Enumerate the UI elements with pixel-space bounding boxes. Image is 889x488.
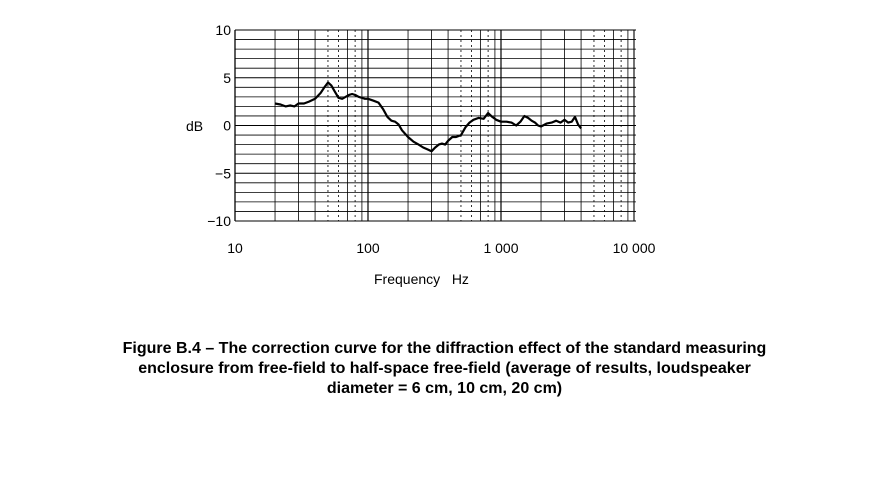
x-axis-label: Frequency Hz	[374, 271, 469, 287]
y-tick-label: −5	[215, 165, 231, 181]
caption-line-2: enclosure from free-field to half-space …	[138, 360, 751, 377]
figure-caption: Figure B.4 – The correction curve for th…	[20, 339, 869, 399]
y-tick-labels: 10 5 0 −5 −10	[207, 22, 231, 229]
x-tick-label: 1 000	[483, 240, 518, 256]
x-tick-label: 100	[356, 240, 380, 256]
y-tick-label: −10	[207, 213, 231, 229]
y-tick-label: 10	[215, 22, 231, 38]
correction-curve	[274, 81, 582, 153]
x-tick-labels: 10 100 1 000 10 000	[227, 240, 655, 256]
x-tick-label: 10	[227, 240, 243, 256]
caption-line-3: diameter = 6 cm, 10 cm, 20 cm)	[326, 380, 563, 397]
caption-line-1: Figure B.4 – The correction curve for th…	[122, 340, 767, 357]
y-axis-label: dB	[186, 118, 203, 134]
y-tick-label: 5	[223, 70, 231, 86]
y-tick-label: 0	[223, 118, 231, 134]
x-tick-label: 10 000	[613, 240, 656, 256]
chart: 10 100 1 000 10 000 10 5 0 −5 −10 dB Frequency …	[186, 22, 656, 287]
chart-grid	[234, 29, 636, 222]
